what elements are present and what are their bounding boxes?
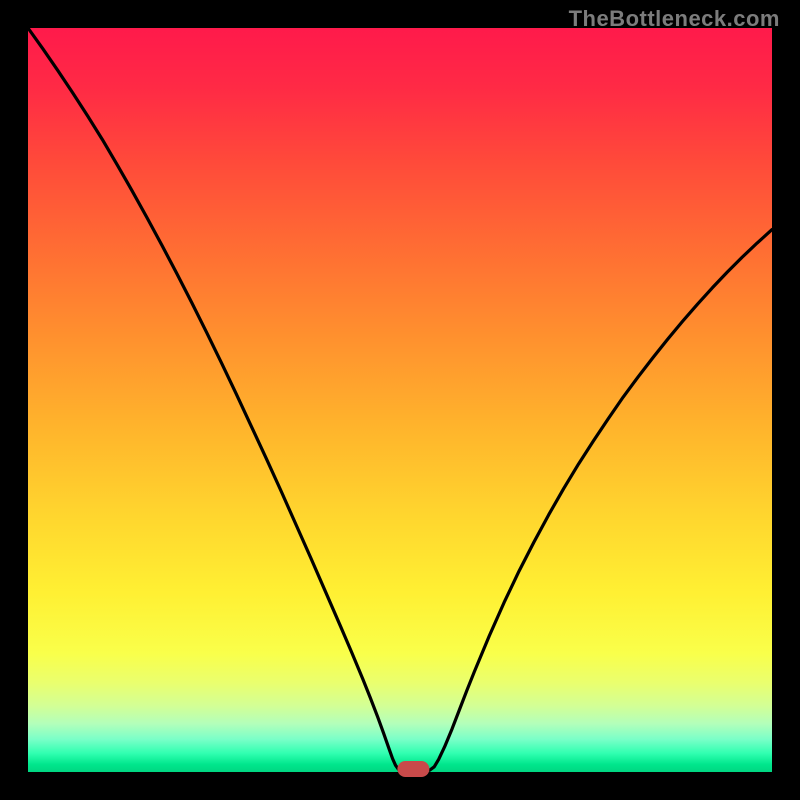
- optimal-marker: [397, 761, 429, 777]
- bottleneck-chart: [0, 0, 800, 800]
- plot-background: [28, 28, 772, 772]
- watermark-text: TheBottleneck.com: [569, 6, 780, 32]
- chart-container: TheBottleneck.com: [0, 0, 800, 800]
